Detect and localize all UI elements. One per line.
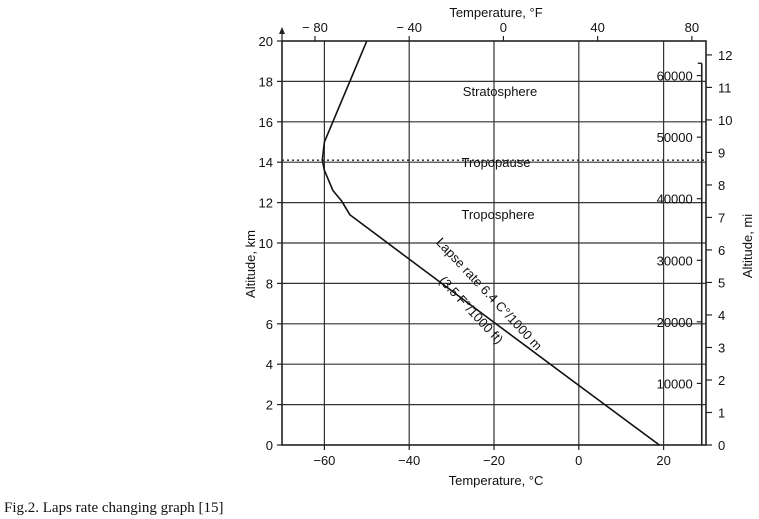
y-tick-label: 0 [266, 438, 273, 453]
x-tick-label: 20 [656, 453, 670, 468]
mi-tick-label: 11 [718, 80, 732, 95]
ft-tick-label: 50000 [657, 130, 693, 145]
y-tick-label: 16 [259, 115, 273, 130]
x-tick-label: −20 [483, 453, 505, 468]
mi-tick-label: 9 [718, 145, 725, 160]
x2-tick-label: − 40 [396, 20, 422, 35]
y-tick-label: 8 [266, 276, 273, 291]
mi-tick-label: 0 [718, 438, 725, 453]
stratosphere-label: Stratosphere [463, 84, 537, 99]
ft-tick-label: 10000 [657, 376, 693, 391]
series-line [321, 40, 660, 446]
mi-tick-label: 5 [718, 275, 725, 290]
mi-tick-label: 4 [718, 308, 725, 323]
x-tick-label: −40 [398, 453, 420, 468]
x-tick-label: 0 [575, 453, 582, 468]
grid-lines [282, 41, 706, 445]
x-axis-title: Temperature, °C [449, 473, 544, 488]
x2-tick-label: 40 [590, 20, 604, 35]
x-tick-label: −60 [313, 453, 335, 468]
mi-tick-label: 7 [718, 210, 725, 225]
y2-axis-title: Altitude, mi [740, 214, 755, 278]
mi-tick-label: 8 [718, 178, 725, 193]
y-tick-label: 20 [259, 34, 273, 49]
mi-tick-label: 2 [718, 373, 725, 388]
mi-tick-label: 12 [718, 48, 732, 63]
x2-axis-title: Temperature, °F [449, 5, 542, 20]
axis-arrow-icon [279, 27, 285, 34]
y-tick-label: 10 [259, 236, 273, 251]
mi-tick-label: 6 [718, 243, 725, 258]
ft-tick-label: 20000 [657, 315, 693, 330]
y-tick-label: 14 [259, 155, 273, 170]
tropopause-label: Tropopause [462, 155, 531, 170]
y-tick-label: 4 [266, 357, 273, 372]
y-tick-label: 12 [259, 196, 273, 211]
ft-tick-label: 60000 [657, 69, 693, 84]
y-tick-label: 6 [266, 317, 273, 332]
x2-tick-label: 0 [500, 20, 507, 35]
troposphere-label: Troposphere [461, 207, 534, 222]
x2-tick-label: − 80 [302, 20, 328, 35]
ft-tick-label: 30000 [657, 253, 693, 268]
y-tick-label: 2 [266, 398, 273, 413]
mi-tick-label: 10 [718, 113, 732, 128]
mi-tick-label: 3 [718, 340, 725, 355]
ft-tick-label: 40000 [657, 192, 693, 207]
y-axis-title: Altitude, km [243, 230, 258, 298]
mi-tick-label: 1 [718, 405, 725, 420]
y-tick-label: 18 [259, 74, 273, 89]
x2-tick-label: 80 [685, 20, 699, 35]
figure-caption: Fig.2. Laps rate changing graph [15] [4, 500, 224, 516]
data-marks [321, 40, 660, 446]
